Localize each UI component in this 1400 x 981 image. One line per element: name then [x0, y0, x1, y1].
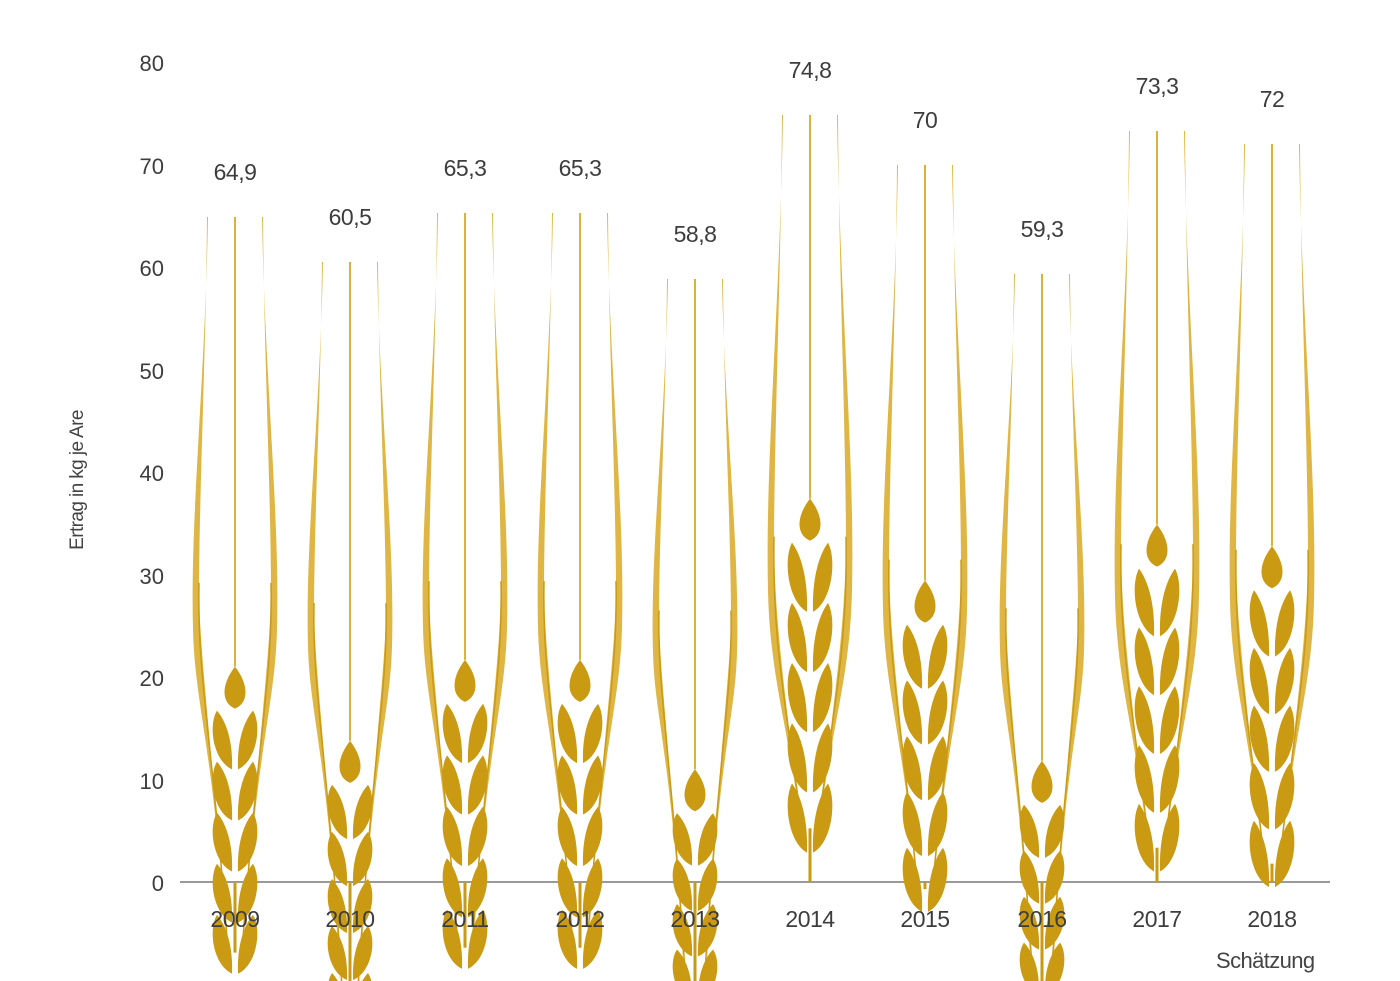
y-tick-label: 20	[139, 666, 164, 691]
x-axis-line	[180, 881, 1330, 883]
x-tick-label: 2010	[325, 906, 375, 932]
x-tick-label: 2018	[1247, 906, 1297, 932]
data-value-label: 73,3	[1135, 72, 1179, 99]
y-tick-label: 50	[139, 358, 164, 384]
data-value-label: 72	[1259, 86, 1285, 112]
data-value-label: 65,3	[443, 154, 487, 181]
wheat-ear-bar	[767, 115, 853, 882]
x-axis-note-estimate: Schätzung	[1216, 948, 1315, 973]
x-tick-label: 2014	[785, 906, 835, 932]
data-value-label: 58,8	[673, 221, 717, 248]
y-tick-label: 30	[139, 563, 164, 589]
y-tick-label: 80	[139, 51, 164, 76]
wheat-ear-bar	[882, 164, 968, 912]
data-value-label: 64,9	[213, 158, 257, 185]
x-tick-label: 2015	[900, 906, 950, 932]
wheat-ear-bar	[537, 212, 623, 969]
data-value-label: 74,8	[788, 57, 832, 84]
y-axis-label: Ertrag in kg je Are	[67, 410, 88, 550]
wheat-ear-bar	[1114, 130, 1200, 882]
x-tick-label: 2011	[441, 906, 489, 932]
data-value-label: 60,5	[328, 203, 372, 230]
wheat-ear-bar	[192, 216, 278, 974]
y-tick-label: 60	[139, 256, 164, 281]
y-tick-label: 0	[151, 871, 164, 896]
y-tick-label: 40	[139, 461, 164, 486]
data-value-label: 70	[912, 106, 938, 133]
y-tick-label: 70	[139, 153, 164, 179]
data-value-label: 59,3	[1020, 216, 1064, 243]
x-tick-label: 2012	[555, 906, 605, 932]
wheat-ear-bar	[1229, 144, 1315, 888]
x-tick-label: 2016	[1017, 906, 1067, 932]
x-tick-label: 2009	[210, 906, 260, 932]
data-value-label: 65,3	[558, 154, 602, 181]
wheat-ear-bar	[307, 261, 393, 981]
wheat-ear-bar	[999, 274, 1085, 981]
wheat-ear-bar	[652, 279, 738, 981]
x-tick-label: 2013	[670, 906, 720, 932]
y-tick-label: 10	[139, 768, 164, 794]
wheat-ear-bar	[422, 212, 508, 969]
x-tick-label: 2017	[1132, 906, 1182, 932]
